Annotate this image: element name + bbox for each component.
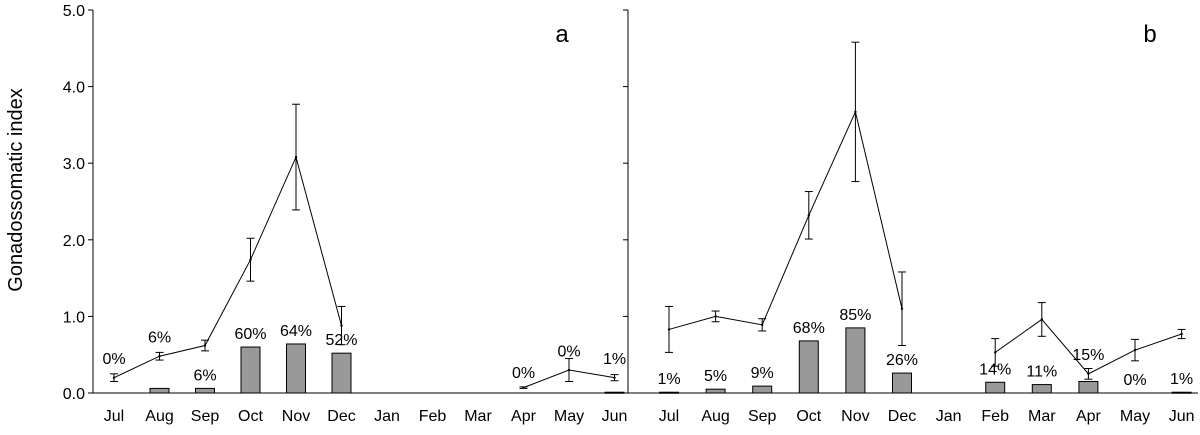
- x-tick-label: Aug: [145, 408, 173, 425]
- x-tick-label: Dec: [327, 408, 355, 425]
- bar-percent-label: 68%: [793, 320, 825, 337]
- bar-percent-label: 0%: [102, 351, 125, 368]
- x-tick-label: Jul: [659, 408, 679, 425]
- bar: [1078, 381, 1099, 394]
- bar-percent-label: 1%: [1170, 371, 1193, 388]
- bar-percent-label: 1%: [657, 371, 680, 388]
- x-tick-label: Feb: [981, 408, 1009, 425]
- x-tick-label: Sep: [191, 408, 220, 425]
- bar-percent-label: 64%: [280, 323, 312, 340]
- x-tick-label: Jun: [602, 408, 628, 425]
- x-tick-label: Oct: [238, 408, 263, 425]
- line-point: [203, 344, 207, 347]
- panel-letter: a: [555, 21, 569, 48]
- bar-percent-label: 9%: [751, 365, 774, 382]
- bar-percent-label: 0%: [512, 365, 535, 382]
- y-tick-label: 4.0: [63, 80, 85, 97]
- x-tick-label: Jan: [374, 408, 400, 425]
- line-point: [1087, 372, 1090, 376]
- y-tick-label: 0.0: [63, 386, 85, 403]
- line-series: [113, 155, 342, 379]
- line-point: [900, 307, 904, 310]
- bar-percent-label: 85%: [839, 307, 871, 324]
- y-tick-label: 5.0: [63, 3, 85, 20]
- bar: [1031, 384, 1052, 394]
- bar: [798, 340, 819, 394]
- y-tick-label: 2.0: [63, 233, 85, 250]
- line-point: [613, 376, 616, 379]
- bar: [331, 352, 352, 394]
- bar: [705, 388, 726, 394]
- x-tick-label: Dec: [888, 408, 916, 425]
- bar-percent-label: 15%: [1072, 347, 1104, 364]
- line-point: [667, 328, 671, 331]
- line-point: [714, 315, 717, 318]
- bar: [604, 391, 625, 394]
- line-point: [761, 323, 764, 327]
- bar-percent-label: 6%: [148, 330, 171, 347]
- x-tick-label: May: [554, 408, 584, 425]
- bar: [240, 346, 261, 394]
- line-point: [1133, 348, 1137, 352]
- bar: [985, 381, 1006, 394]
- bar-percent-label: 26%: [886, 352, 918, 369]
- bar-percent-label: 5%: [704, 368, 727, 385]
- bar: [286, 343, 306, 394]
- bar-percent-label: 0%: [557, 343, 580, 360]
- line-point: [522, 386, 525, 389]
- x-tick-label: Mar: [1028, 408, 1056, 425]
- line-series: [668, 110, 903, 330]
- x-tick-label: Apr: [1076, 408, 1102, 425]
- y-tick-label: 1.0: [63, 309, 85, 326]
- line-point: [994, 351, 997, 354]
- panel-letter: b: [1143, 21, 1156, 48]
- x-tick-label: Sep: [748, 408, 777, 425]
- bar: [892, 372, 912, 394]
- x-tick-label: Oct: [796, 408, 821, 425]
- bar-percent-label: 11%: [1026, 364, 1057, 381]
- y-tick-label: 3.0: [63, 156, 85, 173]
- line-point: [294, 155, 298, 159]
- bar-percent-label: 14%: [979, 361, 1011, 378]
- bar-percent-label: 1%: [603, 351, 626, 368]
- bar: [845, 327, 866, 394]
- x-tick-label: Aug: [701, 408, 729, 425]
- line-point: [567, 368, 571, 372]
- bar-percent-label: 52%: [325, 332, 357, 349]
- x-tick-label: Feb: [419, 408, 447, 425]
- x-tick-label: Nov: [841, 408, 869, 425]
- bar: [149, 387, 170, 394]
- line-point: [807, 214, 810, 217]
- y-axis-label: Gonadossomatic index: [5, 88, 27, 291]
- line-point: [1180, 332, 1183, 336]
- bar-percent-label: 6%: [193, 367, 216, 384]
- bar: [195, 387, 215, 394]
- x-tick-label: Mar: [464, 408, 492, 425]
- x-tick-label: Jun: [1169, 408, 1195, 425]
- bar: [659, 391, 679, 394]
- x-tick-label: May: [1120, 408, 1150, 425]
- x-tick-label: Apr: [511, 408, 537, 425]
- line-point: [112, 376, 116, 379]
- bar-percent-label: 0%: [1123, 372, 1146, 389]
- line-point: [158, 355, 161, 358]
- x-tick-label: Jan: [936, 408, 962, 425]
- line-point: [340, 324, 343, 327]
- line-point: [249, 258, 252, 261]
- bar: [752, 385, 773, 394]
- x-tick-label: Jul: [104, 408, 124, 425]
- line-point: [1040, 318, 1044, 321]
- line-point: [854, 110, 857, 114]
- x-tick-label: Nov: [282, 408, 310, 425]
- bar-percent-label: 60%: [234, 326, 266, 343]
- bar: [1171, 391, 1192, 394]
